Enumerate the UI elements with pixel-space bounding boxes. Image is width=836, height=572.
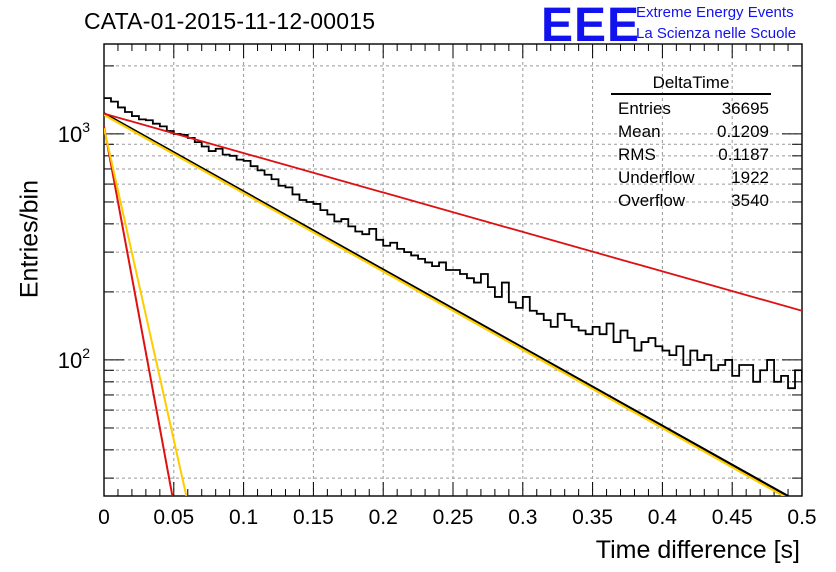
stats-row-rms: RMS 0.1187 xyxy=(611,143,777,166)
x-tick-label: 0.1 xyxy=(229,506,258,529)
stats-label: Mean xyxy=(618,122,661,141)
x-tick-label: 0.5 xyxy=(787,506,816,529)
x-tick-label: 0 xyxy=(98,506,110,529)
stats-value: 3540 xyxy=(731,191,769,210)
curve-orange-steep xyxy=(104,127,188,496)
stats-row-mean: Mean 0.1209 xyxy=(611,120,777,143)
stats-value: 0.1187 xyxy=(718,145,769,164)
stats-label: RMS xyxy=(618,145,656,164)
grid-lines xyxy=(104,44,802,496)
stats-value: 36695 xyxy=(721,99,769,118)
y-tick-label: 102 xyxy=(58,345,90,373)
x-tick-labels: 0 0.05 0.1 0.15 0.2 0.25 0.3 0.35 0.4 0.45 0.5 xyxy=(98,506,816,529)
curve-red-steep xyxy=(104,126,174,496)
x-axis-label: Time difference [s] xyxy=(596,536,800,564)
logo-line-2: La Scienza nelle Scuole xyxy=(636,25,797,42)
curve-fit-long-orange xyxy=(104,113,786,496)
eee-logo: EEE xyxy=(541,0,641,52)
x-tick-label: 0.25 xyxy=(433,506,474,529)
fit-curves xyxy=(104,112,802,496)
y-tick-label: 103 xyxy=(58,119,90,147)
x-tick-label: 0.4 xyxy=(648,506,678,529)
x-tick-label: 0.3 xyxy=(508,506,537,529)
stats-row-entries: Entries 36695 xyxy=(611,97,777,120)
y-tick-labels: 102 103 xyxy=(58,119,90,373)
curve-red-long xyxy=(104,112,802,312)
y-axis-label: Entries/bin xyxy=(16,180,44,298)
stats-value: 0.1209 xyxy=(717,122,769,141)
stats-label: Entries xyxy=(618,99,671,118)
run-title: CATA-01-2015-11-12-00015 xyxy=(84,8,376,34)
stats-row-underflow: Underflow 1922 xyxy=(611,166,777,189)
stats-label: Overflow xyxy=(618,191,686,210)
x-tick-label: 0.2 xyxy=(369,506,398,529)
x-tick-label: 0.15 xyxy=(293,506,334,529)
logo-line-1: Extreme Energy Events xyxy=(636,4,794,21)
x-tick-label: 0.45 xyxy=(712,506,753,529)
stats-box-title: DeltaTime xyxy=(611,73,771,95)
histogram xyxy=(104,97,802,390)
stats-label: Underflow xyxy=(618,168,695,187)
stats-value: 1922 xyxy=(731,168,769,187)
curve-fit-long-black xyxy=(104,112,791,496)
axis-ticks xyxy=(103,44,803,496)
x-tick-label: 0.05 xyxy=(153,506,194,529)
x-tick-label: 0.35 xyxy=(572,506,613,529)
stats-box: DeltaTime Entries 36695 Mean 0.1209 RMS 0.1… xyxy=(611,73,777,212)
stats-row-overflow: Overflow 3540 xyxy=(611,189,777,212)
histogram-step xyxy=(104,97,802,390)
